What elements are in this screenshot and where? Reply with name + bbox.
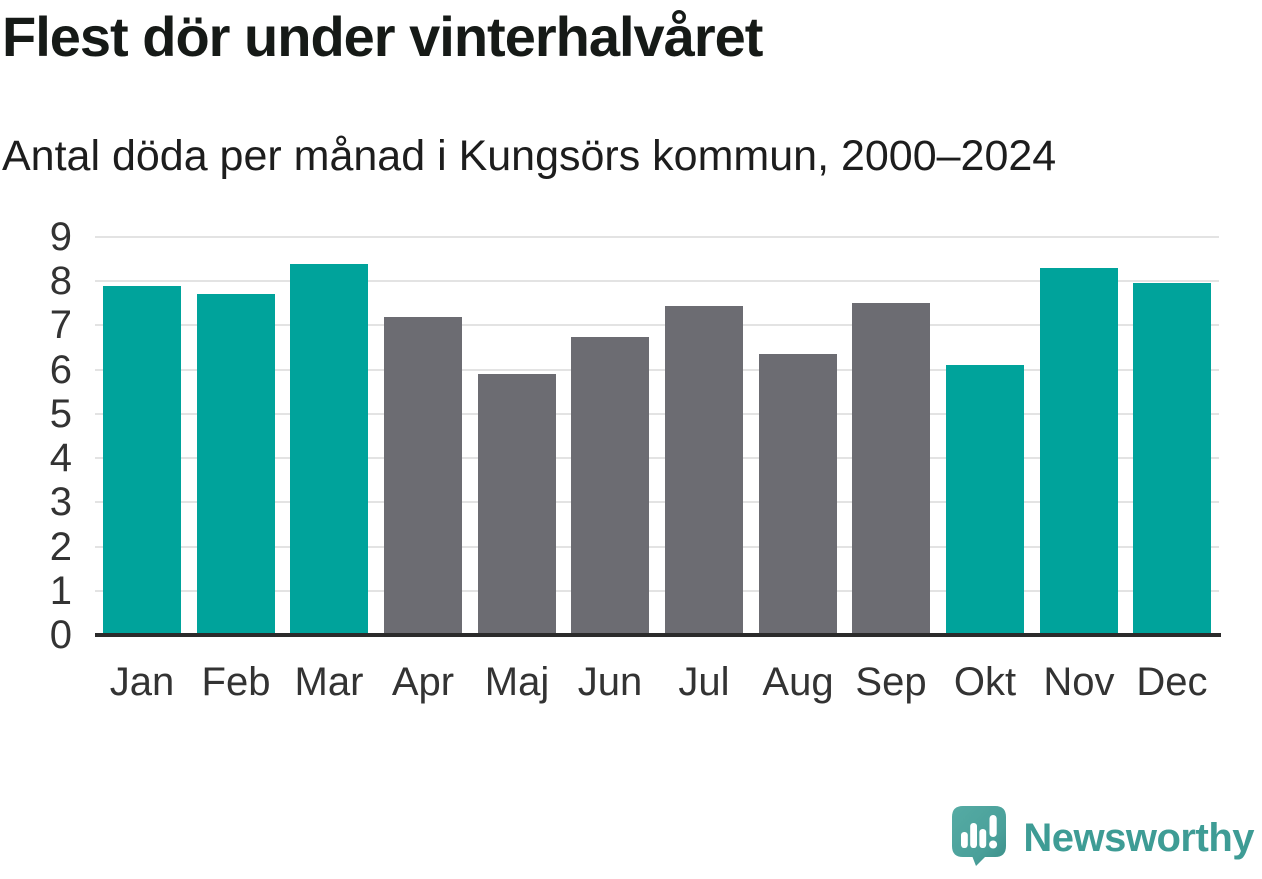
- y-axis-tick-label: 2: [49, 525, 72, 569]
- x-axis-line: [95, 633, 1221, 637]
- bar-aug: [759, 354, 837, 635]
- gridline-y-2: [95, 546, 1219, 548]
- x-axis-label-jun: Jun: [577, 660, 643, 704]
- bar-feb: [197, 294, 275, 635]
- y-axis-tick-label: 1: [49, 569, 72, 613]
- gridline-y-7: [95, 324, 1219, 326]
- brand-footer: Newsworthy: [949, 804, 1254, 871]
- gridline-y-6: [95, 369, 1219, 371]
- y-axis-tick-label: 3: [49, 480, 72, 524]
- y-axis-tick-label: 5: [49, 392, 72, 436]
- gridline-y-9: [95, 236, 1219, 238]
- gridline-y-1: [95, 590, 1219, 592]
- bar-maj: [478, 374, 556, 635]
- bar-nov: [1040, 268, 1118, 635]
- bar-sep: [852, 303, 930, 635]
- x-axis-label-feb: Feb: [201, 660, 271, 704]
- x-axis-label-apr: Apr: [391, 660, 455, 704]
- chart-subtitle: Antal döda per månad i Kungsörs kommun, …: [2, 132, 1057, 180]
- bar-dec: [1133, 283, 1211, 635]
- x-axis-label-jan: Jan: [109, 660, 175, 704]
- gridline-y-5: [95, 413, 1219, 415]
- newsworthy-logo-icon: [949, 804, 1009, 871]
- gridline-y-8: [95, 280, 1219, 282]
- x-axis-label-dec: Dec: [1136, 660, 1208, 704]
- bar-jun: [571, 337, 649, 636]
- x-axis-label-jul: Jul: [678, 660, 730, 704]
- gridline-y-4: [95, 457, 1219, 459]
- x-axis-label-nov: Nov: [1043, 660, 1115, 704]
- bar-okt: [946, 365, 1024, 635]
- gridline-y-3: [95, 501, 1219, 503]
- y-axis-tick-label: 7: [49, 303, 72, 347]
- bar-apr: [384, 317, 462, 635]
- y-axis-tick-label: 8: [49, 259, 72, 303]
- x-axis-label-sep: Sep: [855, 660, 927, 704]
- y-axis-tick-label: 6: [49, 348, 72, 392]
- x-axis-label-maj: Maj: [484, 660, 550, 704]
- x-axis-label-aug: Aug: [762, 660, 834, 704]
- chart-title: Flest dör under vinterhalvåret: [2, 5, 763, 68]
- x-axis-label-mar: Mar: [294, 660, 364, 704]
- y-axis-tick-label: 9: [49, 215, 72, 259]
- y-axis-tick-label: 0: [49, 613, 72, 657]
- bar-jul: [665, 306, 743, 635]
- y-axis-tick-label: 4: [49, 436, 72, 480]
- brand-wordmark: Newsworthy: [1023, 815, 1254, 860]
- bar-mar: [290, 264, 368, 635]
- bar-jan: [103, 286, 181, 635]
- x-axis-label-okt: Okt: [953, 660, 1017, 704]
